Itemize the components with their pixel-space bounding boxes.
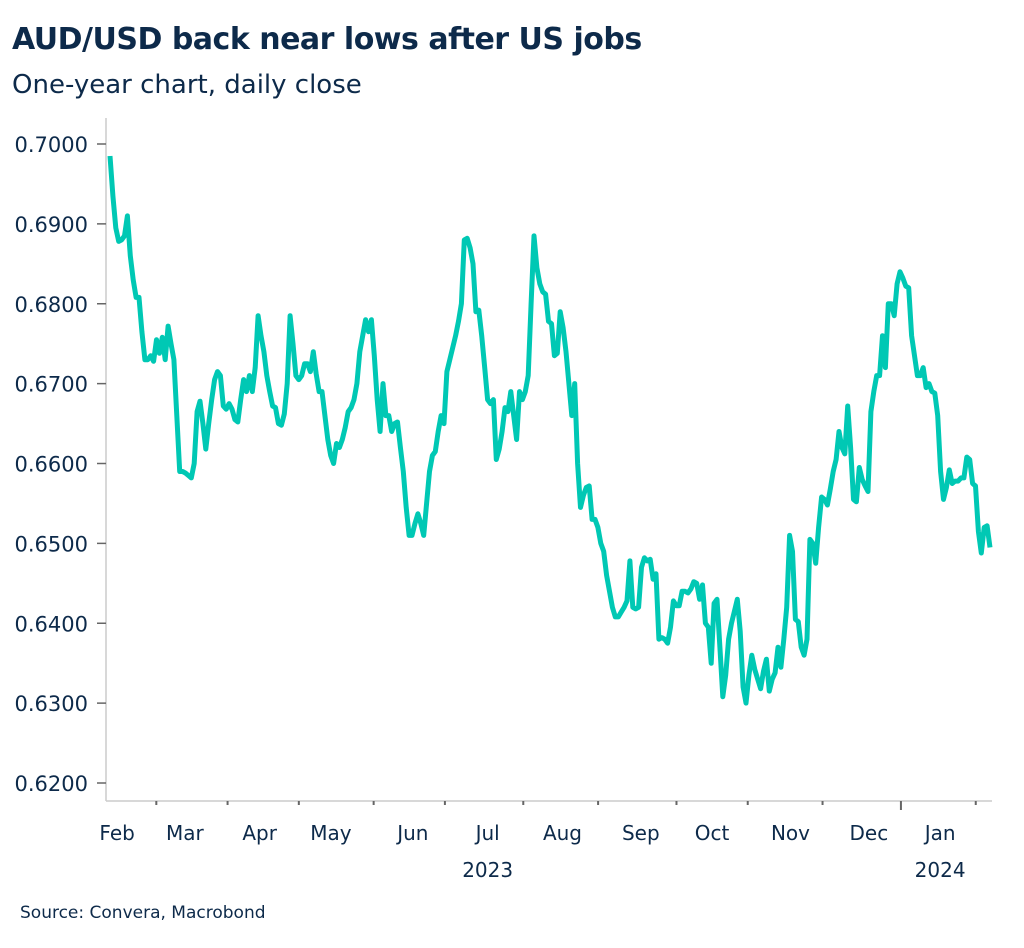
y-tick-label: 0.6500 (15, 532, 88, 556)
y-tick-label: 0.6200 (15, 772, 88, 796)
source-note: Source: Convera, Macrobond (20, 903, 266, 923)
y-tick-label: 0.6600 (15, 453, 88, 477)
x-tick-label: May (310, 821, 352, 845)
y-tick-label: 0.6300 (15, 692, 88, 716)
y-tick-label: 0.6900 (15, 213, 88, 237)
y-tick-label: 0.6800 (15, 293, 88, 317)
x-tick-label: Feb (99, 821, 134, 845)
chart-subtitle: One-year chart, daily close (12, 70, 362, 100)
x-axis: Feb Mar Apr May Jun Jul Aug Sep Oct Nov Dec Jan 2023… (99, 800, 992, 882)
x-tick-label: Oct (695, 821, 730, 845)
y-tick-label: 0.6400 (15, 612, 88, 636)
x-tick-label: Mar (166, 821, 205, 845)
x-tick-label: Dec (850, 821, 889, 845)
x-tick-label: Aug (543, 821, 582, 845)
chart-title: AUD/USD back near lows after US jobs (12, 22, 642, 57)
year-label: 2023 (462, 858, 513, 882)
y-tick-label: 0.7000 (15, 133, 88, 157)
x-tick-label: Jan (923, 821, 956, 845)
x-tick-label: Nov (771, 821, 810, 845)
x-tick-label: Sep (622, 821, 660, 845)
y-axis: 0.7000 0.6900 0.6800 0.6700 0.6600 0.6500 0.64… (15, 118, 107, 801)
series-group (107, 155, 993, 706)
x-tick-label: Jun (395, 821, 428, 845)
x-tick-label: Jul (474, 821, 500, 845)
x-tick-label: Apr (242, 821, 277, 845)
y-tick-label: 0.6700 (15, 373, 88, 397)
year-label: 2024 (915, 858, 966, 882)
series-line-aud-usd (107, 155, 993, 706)
